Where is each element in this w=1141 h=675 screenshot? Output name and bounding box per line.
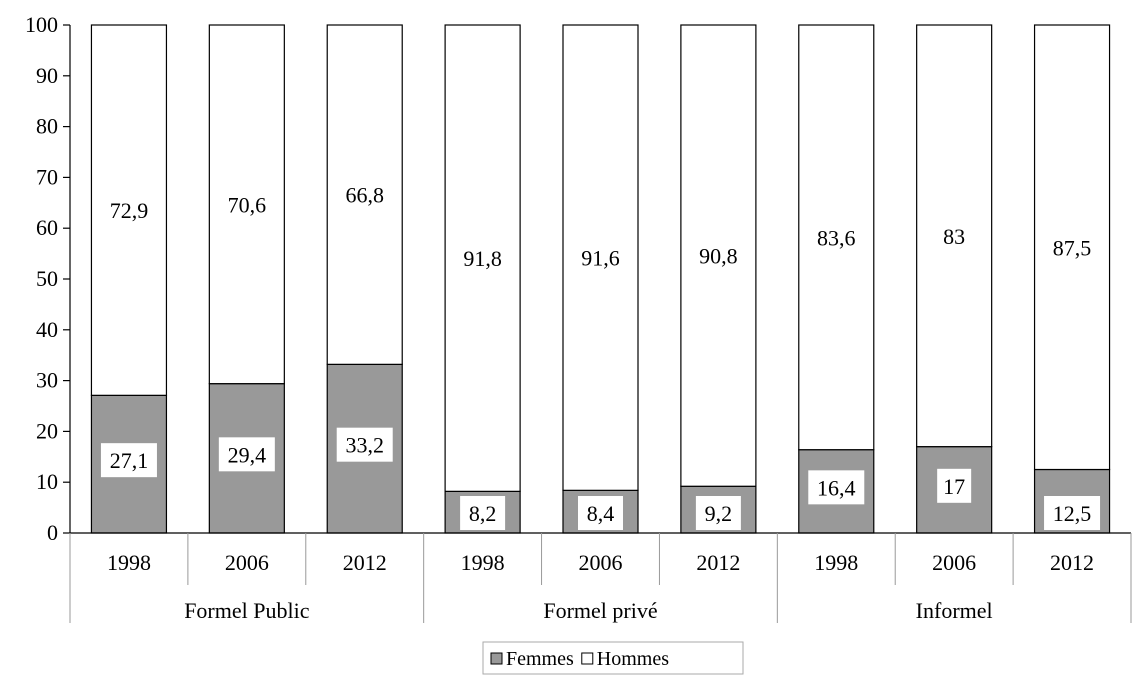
- y-tick-label: 0: [47, 520, 58, 545]
- legend-swatch: [490, 652, 503, 665]
- bar-segment-hommes: [208, 24, 285, 385]
- data-label-hommes: 83,6: [817, 225, 856, 250]
- data-label-femmes: 17: [943, 474, 965, 499]
- data-label-hommes: 72,9: [110, 198, 149, 223]
- bar-segment-hommes: [680, 24, 757, 487]
- y-tick-label: 80: [36, 114, 58, 139]
- data-label-hommes: 70,6: [228, 192, 267, 217]
- data-labels: 72,9 27,1 70,6 29,4 66,8 33,2 91,8 8,2 91,6 8,4 90…: [100, 183, 1101, 530]
- x-category-label: 2012: [696, 550, 740, 575]
- x-category-label: 1998: [461, 550, 505, 575]
- y-tick-label: 60: [36, 215, 58, 240]
- x-category-label: 2012: [1050, 550, 1094, 575]
- x-axis: 1998 2006 2012 1998 2006 2012 1998 2006 2012 Form…: [69, 532, 1132, 623]
- y-tick-label: 10: [36, 469, 58, 494]
- data-label-femmes: 33,2: [345, 433, 384, 458]
- y-tick-label: 40: [36, 317, 58, 342]
- y-axis: 0 10 20 30 40 50 60 70 80 90 100: [25, 12, 71, 545]
- data-label-femmes: 8,4: [587, 501, 615, 526]
- legend-box: [482, 641, 744, 675]
- data-label-femmes: 29,4: [228, 442, 267, 467]
- bar-segment-hommes: [1033, 24, 1111, 471]
- x-category-label: 2006: [932, 550, 976, 575]
- data-label-box-femmes: [695, 496, 741, 530]
- data-label-hommes: 91,8: [463, 246, 502, 271]
- data-label-box-femmes: [578, 496, 623, 530]
- y-tick-label: 90: [36, 63, 58, 88]
- data-label-box-femmes: [808, 470, 865, 505]
- x-category-label: 2006: [579, 550, 623, 575]
- y-tick-label: 30: [36, 368, 58, 393]
- x-category-label: 2012: [343, 550, 387, 575]
- y-tick-label: 50: [36, 266, 58, 291]
- data-label-femmes: 27,1: [110, 448, 149, 473]
- bar-segment-hommes: [444, 24, 521, 492]
- bar-segment-hommes: [916, 24, 993, 448]
- data-label-hommes: 66,8: [345, 183, 384, 208]
- data-label-box-femmes: [937, 468, 972, 503]
- data-label-box-femmes: [1044, 496, 1101, 530]
- data-label-box-femmes: [460, 496, 506, 530]
- data-label-hommes: 91,6: [581, 246, 620, 271]
- y-tick-label: 70: [36, 164, 58, 189]
- x-category-label: 1998: [814, 550, 858, 575]
- data-label-box-femmes: [100, 443, 157, 478]
- data-label-femmes: 9,2: [705, 501, 733, 526]
- data-label-hommes: 83: [943, 224, 965, 249]
- x-group-label: Formel privé: [543, 598, 657, 623]
- x-category-label: 1998: [107, 550, 151, 575]
- data-label-femmes: 12,5: [1053, 501, 1092, 526]
- y-tick-label: 20: [36, 418, 58, 443]
- bar-segment-hommes: [90, 24, 168, 396]
- legend-label: Hommes: [597, 648, 669, 670]
- data-label-hommes: 87,5: [1053, 235, 1092, 260]
- legend-label: Femmes: [506, 648, 574, 670]
- data-label-hommes: 90,8: [699, 244, 738, 269]
- data-label-femmes: 8,2: [469, 501, 497, 526]
- data-label-box-femmes: [218, 437, 275, 472]
- bar-segment-hommes: [798, 24, 875, 451]
- bar-segment-hommes: [326, 24, 403, 365]
- x-category-label: 2006: [225, 550, 269, 575]
- x-group-label: Informel: [916, 598, 993, 623]
- bar-segment-hommes: [562, 24, 639, 491]
- data-label-box-femmes: [336, 427, 393, 462]
- y-tick-label: 100: [25, 12, 58, 37]
- legend: Femmes Hommes: [482, 641, 744, 675]
- data-label-femmes: 16,4: [817, 475, 856, 500]
- legend-swatch: [581, 652, 594, 665]
- x-group-label: Formel Public: [184, 598, 310, 623]
